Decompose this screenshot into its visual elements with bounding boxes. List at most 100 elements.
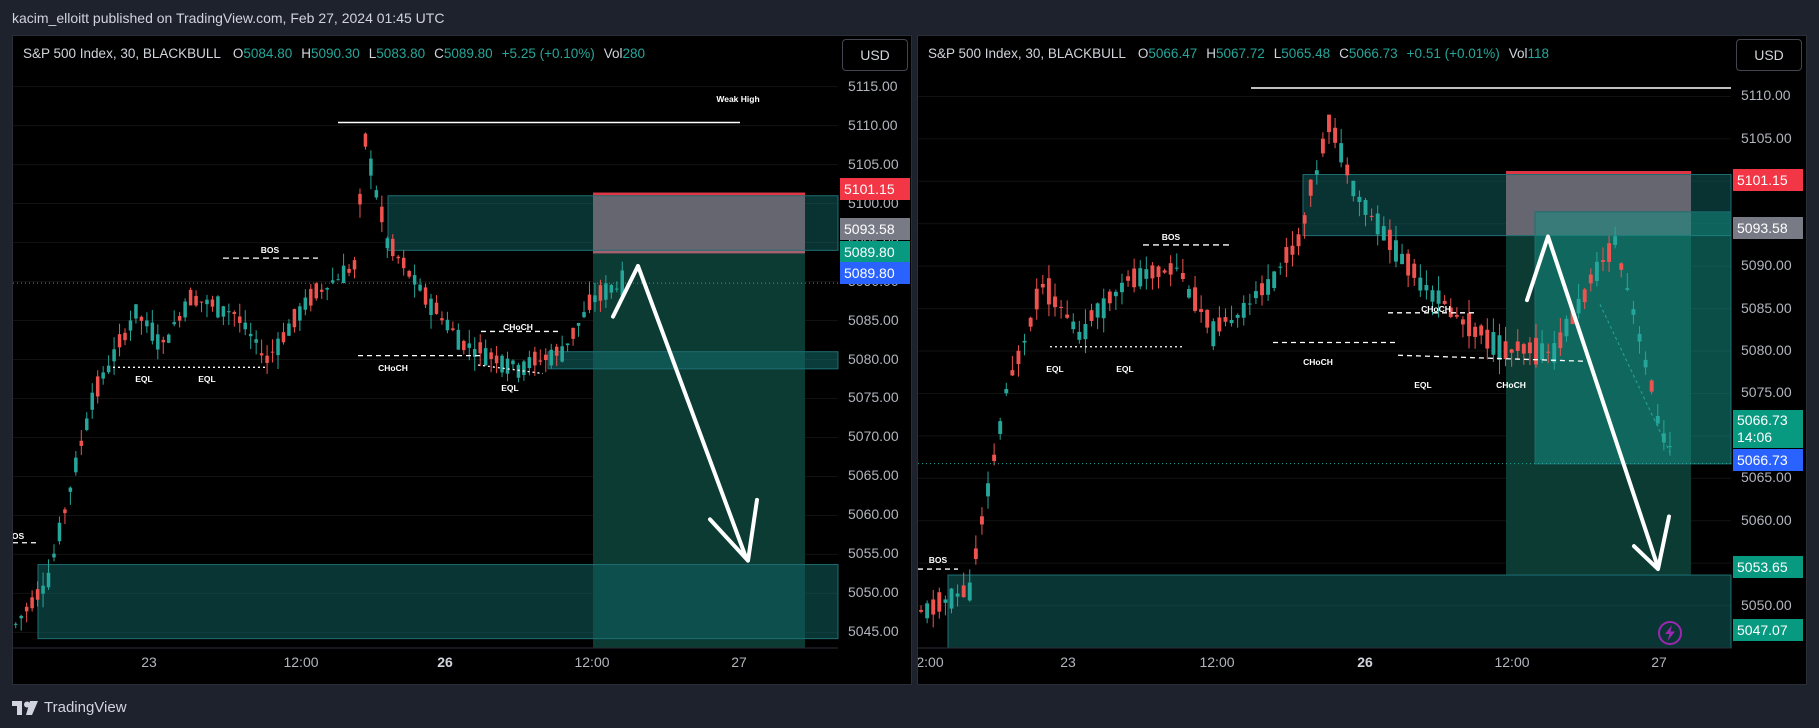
candle-body (1527, 342, 1532, 354)
candle-body (1150, 265, 1155, 279)
candle-body (281, 332, 286, 343)
candle-body (1607, 243, 1612, 262)
candle-body (1193, 287, 1197, 311)
candle-body (1071, 321, 1076, 330)
candle-body (1387, 229, 1392, 251)
candle-body (1369, 215, 1374, 217)
candle-body (1509, 349, 1514, 353)
y-tick-label: 5075.00 (1741, 384, 1792, 401)
candle-body (298, 306, 302, 321)
candle-body (500, 355, 504, 373)
price-label-value: 5093.58 (1737, 220, 1788, 236)
price-label-value: 5047.07 (1737, 622, 1788, 638)
candle-body (986, 483, 990, 497)
x-tick-label: 26 (1357, 654, 1373, 670)
x-tick-label: 27 (731, 654, 747, 670)
candle-body (1199, 309, 1204, 312)
candle-body (265, 355, 269, 363)
price-label: 5101.15 (840, 178, 910, 200)
high-value: 5067.72 (1215, 46, 1265, 61)
candle-body (925, 603, 930, 619)
projection-arrow (611, 263, 748, 560)
candle-body (79, 440, 84, 446)
candle-body (1010, 370, 1015, 376)
candle-body (112, 349, 116, 362)
candle-body (52, 553, 56, 558)
chart-right-svg[interactable] (918, 36, 1807, 685)
structure-annotation: Weak High (716, 94, 760, 105)
candle-body (1223, 317, 1228, 322)
structure-annotation: EQL (1116, 363, 1134, 374)
candle-body (1046, 278, 1051, 305)
candle-body (1302, 215, 1307, 224)
currency-button[interactable]: USD (1736, 39, 1802, 71)
candle-body (1186, 288, 1191, 298)
candle-body (1101, 298, 1106, 319)
candle-body (533, 351, 537, 366)
candle-body (1436, 290, 1441, 304)
candle-body (41, 585, 45, 594)
candle-body (63, 509, 67, 514)
currency-button[interactable]: USD (842, 39, 908, 71)
candle-body (194, 295, 198, 306)
close-value: 5089.80 (443, 46, 493, 61)
candle-body (401, 257, 406, 269)
candle-body (363, 133, 368, 147)
candle-body (1247, 303, 1252, 305)
candle-body (955, 593, 960, 597)
candle-body (1126, 276, 1131, 281)
candle-body (117, 334, 122, 348)
candle-body (1661, 433, 1666, 443)
candle-body (270, 351, 275, 353)
candle-body (1253, 291, 1258, 299)
candle-body (931, 599, 936, 615)
tradingview-logo[interactable]: TradingView (12, 699, 127, 716)
candle-body (1278, 266, 1283, 268)
candle-body (325, 288, 329, 290)
footer: TradingView (0, 688, 1819, 728)
x-tick-label: 12:00 (1494, 654, 1530, 670)
price-label: 5089.80 (840, 241, 910, 263)
structure-annotation: EQL (501, 382, 519, 393)
candle-body (183, 301, 187, 318)
candle-body (571, 327, 575, 339)
candle-body (961, 585, 966, 598)
candle-body (1095, 303, 1100, 318)
low-value: 5083.80 (376, 46, 426, 61)
choch-line-3 (1397, 354, 1584, 362)
y-tick-label: 5075.00 (848, 389, 899, 406)
candle-body (615, 288, 619, 290)
candle-body (13, 623, 18, 625)
candle-body (1491, 332, 1496, 355)
y-tick-label: 5085.00 (848, 311, 899, 328)
candle-body (341, 265, 346, 284)
candle-body (979, 516, 984, 525)
candle-body (598, 285, 603, 301)
lightning-icon[interactable] (1655, 618, 1685, 648)
candle-body (1497, 335, 1502, 360)
candle-body (494, 355, 499, 364)
candle-body (374, 190, 379, 198)
candle-body (1339, 143, 1344, 163)
candle-body (309, 288, 313, 306)
price-label: 5053.65 (1733, 556, 1803, 578)
structure-annotation: BOS (1161, 232, 1181, 243)
structure-annotation: CHoCH (378, 363, 408, 374)
y-tick-label: 5080.00 (848, 350, 899, 367)
x-tick-label: 26 (437, 654, 453, 670)
candle-body (1424, 284, 1429, 291)
candle-body (1479, 325, 1484, 336)
candle-body (352, 260, 357, 270)
candle-body (1540, 343, 1545, 361)
candle-body (1308, 179, 1313, 196)
x-tick-label: 23 (1060, 654, 1076, 670)
price-label-value: 5053.65 (1737, 559, 1788, 575)
candle-body (1460, 319, 1465, 325)
candle-body (1156, 266, 1161, 277)
chart-left-svg[interactable] (13, 36, 912, 685)
candle-body (46, 572, 51, 588)
price-label: 5093.58 (840, 218, 910, 240)
